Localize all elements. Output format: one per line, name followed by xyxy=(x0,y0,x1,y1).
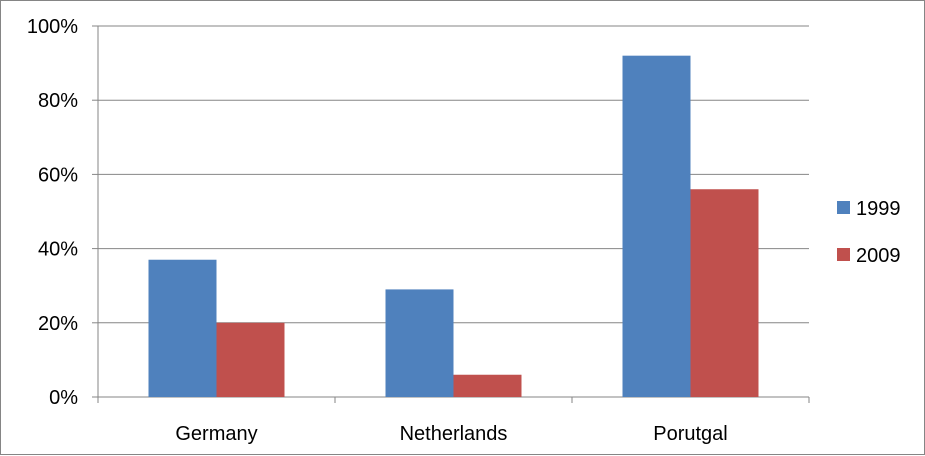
y-tick-label: 100% xyxy=(27,16,78,38)
y-tick-label: 20% xyxy=(38,313,78,335)
bar-2009-porutgal xyxy=(690,189,759,397)
bar-1999-germany xyxy=(148,259,217,397)
bar-2009-netherlands xyxy=(453,374,522,397)
legend-label-2009: 2009 xyxy=(856,245,901,267)
legend-label-1999: 1999 xyxy=(856,198,901,220)
bars xyxy=(148,55,759,398)
y-tick-label: 60% xyxy=(38,164,78,186)
x-tick-label: Germany xyxy=(175,423,257,445)
legend-swatch-2009 xyxy=(837,248,850,261)
y-tick-label: 80% xyxy=(38,90,78,112)
legend: 1999 2009 xyxy=(837,198,901,267)
bar-1999-netherlands xyxy=(385,289,454,397)
x-tick-label: Porutgal xyxy=(653,423,728,445)
bar-2009-germany xyxy=(216,322,285,397)
legend-swatch-1999 xyxy=(837,201,850,214)
bar-1999-porutgal xyxy=(622,55,691,398)
x-tick-label: Netherlands xyxy=(400,423,508,445)
x-tick-labels: Germany Netherlands Porutgal xyxy=(175,423,727,445)
y-tick-labels: 0% 20% 40% 60% 80% 100% xyxy=(27,16,78,409)
y-tick-label: 40% xyxy=(38,239,78,261)
y-tick-label: 0% xyxy=(49,387,78,409)
